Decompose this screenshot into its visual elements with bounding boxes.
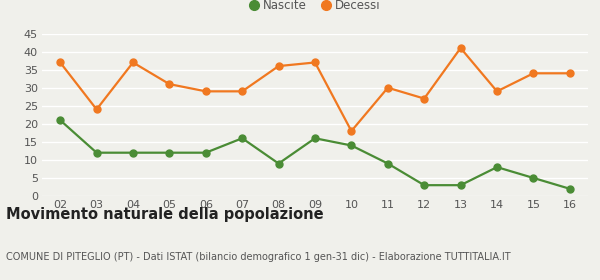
Text: Movimento naturale della popolazione: Movimento naturale della popolazione xyxy=(6,207,323,222)
Legend: Nascite, Decessi: Nascite, Decessi xyxy=(244,0,386,17)
Text: COMUNE DI PITEGLIO (PT) - Dati ISTAT (bilancio demografico 1 gen-31 dic) - Elabo: COMUNE DI PITEGLIO (PT) - Dati ISTAT (bi… xyxy=(6,252,511,262)
